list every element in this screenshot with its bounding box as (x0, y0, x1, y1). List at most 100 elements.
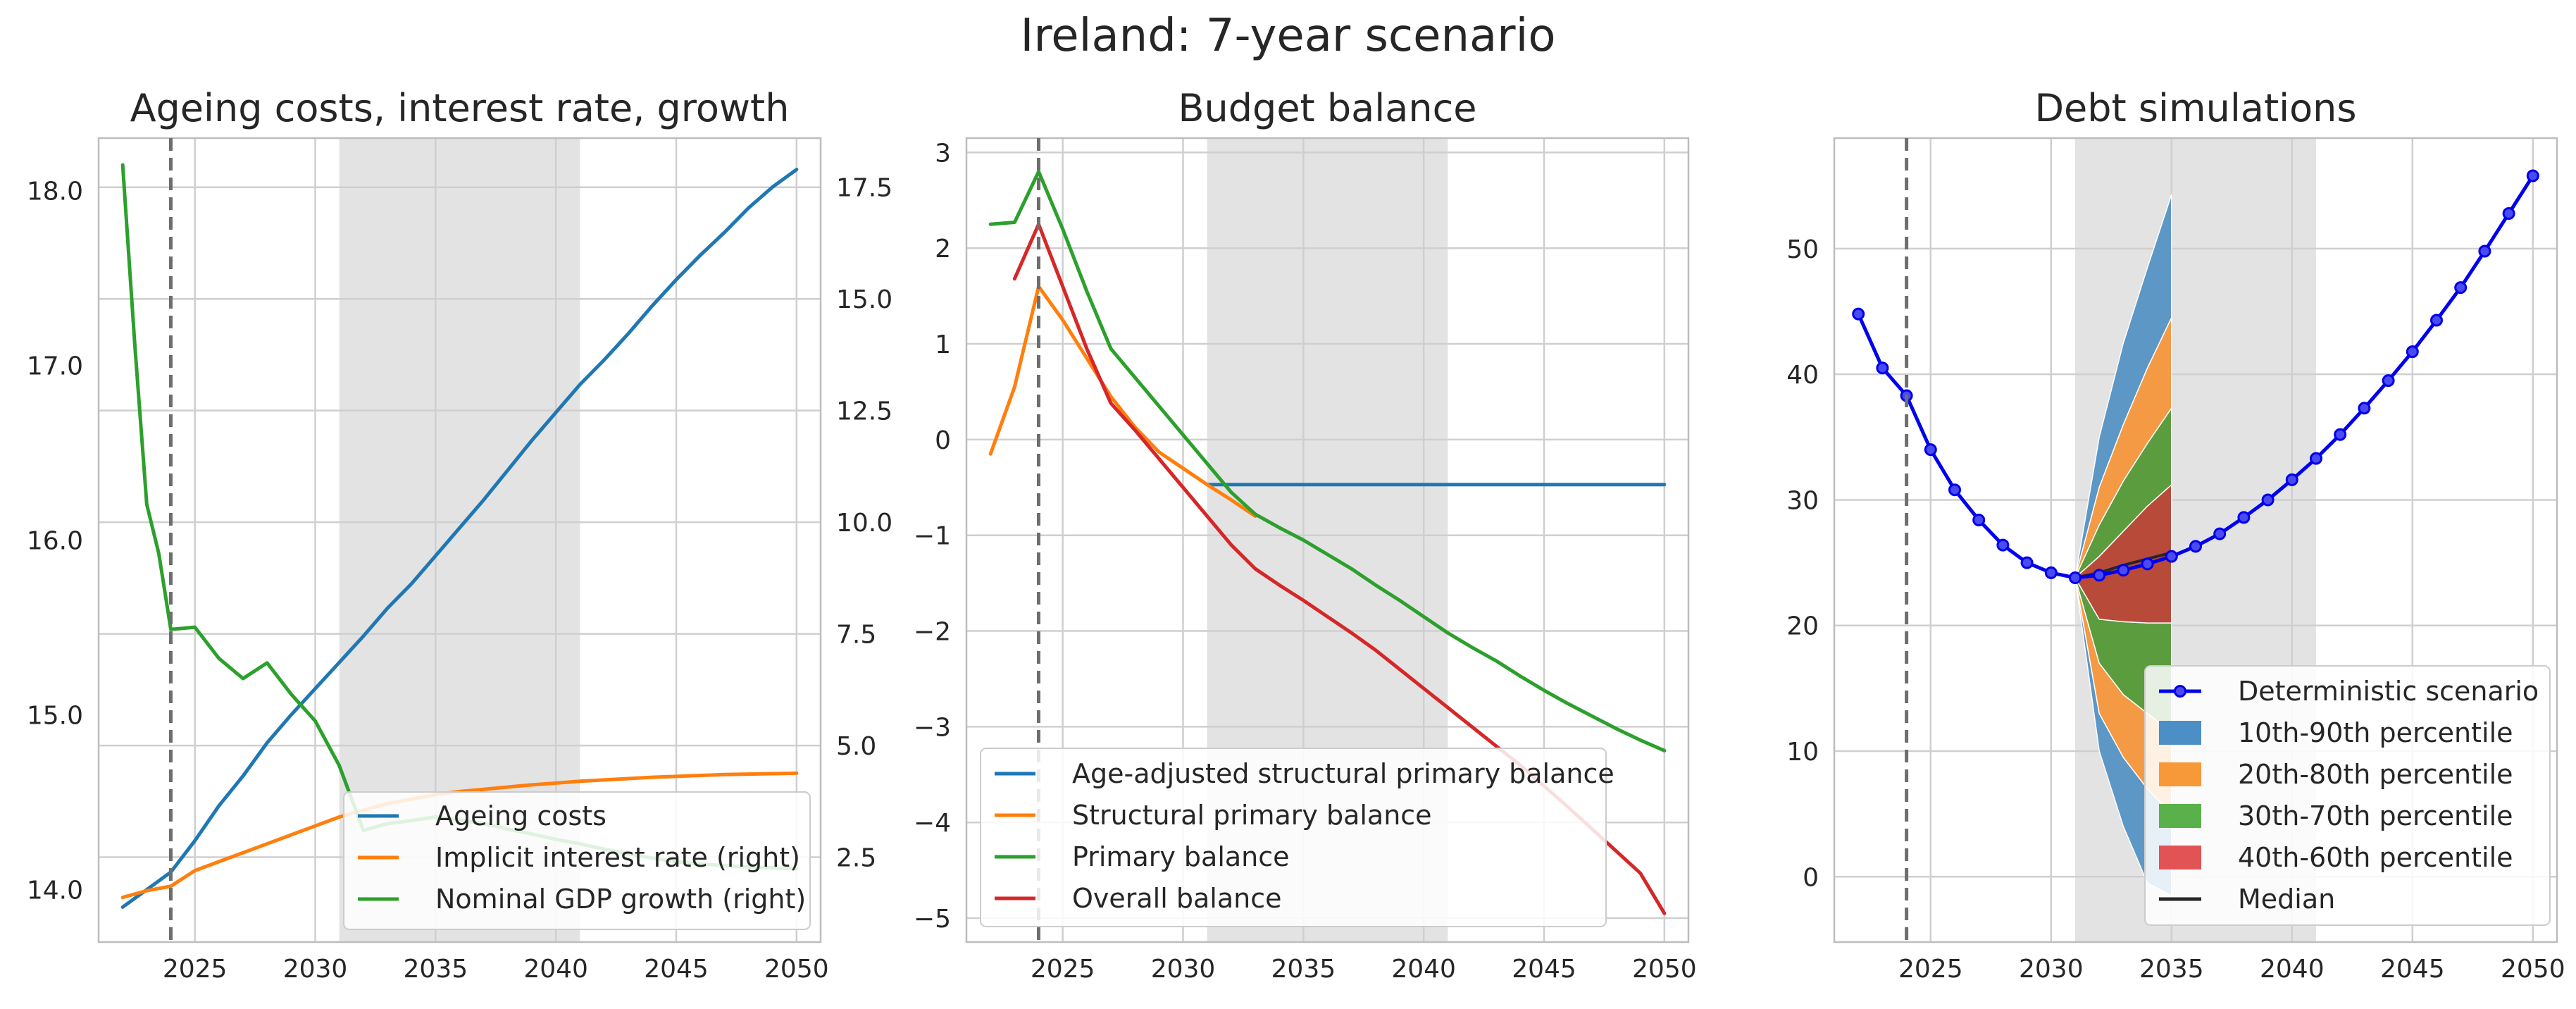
series-line (988, 285, 1257, 519)
data-point (2358, 402, 2371, 415)
legend-swatch (2159, 846, 2201, 869)
data-point (2141, 557, 2154, 571)
panel-ageing-costs: 2025 2030 2035 2040 2045 2050 14.0 15.0 16.0 17.0… (27, 86, 892, 984)
x-tick-label: 2045 (2380, 955, 2445, 984)
legend-marker (2174, 685, 2186, 698)
plot-frame (97, 137, 822, 943)
plot-frame (965, 137, 1690, 943)
x-tick-label: 2040 (2260, 955, 2325, 984)
legend-label: 10th-90th percentile (2238, 717, 2513, 748)
data-point (2261, 493, 2275, 507)
x-tick-label: 2025 (163, 955, 228, 984)
panel-title: Ageing costs, interest rate, growth (130, 86, 790, 130)
legend-box (343, 791, 811, 930)
legend-label: Nominal GDP growth (right) (435, 884, 806, 915)
x-tick-label: 2035 (2139, 955, 2204, 984)
x-tick-label: 2035 (404, 955, 468, 984)
x-tick-label: 2050 (1632, 955, 1697, 984)
series-line (988, 170, 1667, 753)
y-tick-label: 20 (1786, 612, 1819, 641)
x-tick-label: 2030 (1151, 955, 1216, 984)
y-tick-label: 2 (935, 235, 951, 264)
legend-label: Median (2238, 884, 2335, 915)
y-right-tick-label: 2.5 (836, 844, 876, 873)
legend-label: Overall balance (1072, 883, 1282, 914)
data-point (2069, 571, 2082, 584)
legend-swatch (2159, 804, 2201, 828)
x-tick-label: 2030 (283, 955, 348, 984)
legend-label: 40th-60th percentile (2238, 842, 2513, 873)
panel-title: Budget balance (1178, 86, 1477, 130)
data-point (2044, 566, 2058, 579)
x-tick-label: 2040 (523, 955, 588, 984)
y-right-tick-label: 10.0 (836, 509, 892, 538)
legend-label: Structural primary balance (1072, 800, 1432, 831)
legend-label: 30th-70th percentile (2238, 800, 2513, 831)
x-tick-label: 2050 (2501, 955, 2565, 984)
y-tick-label: 17.0 (27, 352, 83, 380)
plot-frame (1833, 137, 2558, 943)
y-tick-label: 30 (1786, 486, 1819, 515)
y-right-tick-label: 12.5 (836, 397, 892, 426)
data-point (2502, 206, 2515, 220)
y-right-tick-label: 15.0 (836, 285, 892, 314)
x-tick-label: 2035 (1271, 955, 1336, 984)
y-tick-label: 18.0 (27, 177, 83, 206)
y-tick-label: 50 (1786, 235, 1819, 264)
x-tick-label: 2040 (1391, 955, 1456, 984)
data-point (2478, 244, 2491, 258)
y-right-tick-label: 17.5 (836, 174, 892, 203)
legend-label: Ageing costs (435, 800, 606, 831)
data-point (2117, 564, 2130, 577)
figure-title: Ireland: 7-year scenario (1020, 10, 1556, 62)
legend-swatch (2159, 721, 2201, 745)
data-point (2454, 281, 2468, 295)
data-point (2189, 540, 2202, 553)
x-tick-label: 2025 (1031, 955, 1095, 984)
data-point (2093, 569, 2106, 582)
legend-label: Age-adjusted structural primary balance (1072, 758, 1614, 789)
data-point (2165, 550, 2178, 563)
data-point (1948, 483, 1961, 497)
x-tick-label: 2025 (1898, 955, 1963, 984)
y-tick-label: 0 (1803, 863, 1819, 892)
legend-box (2144, 665, 2551, 926)
data-point (2020, 556, 2034, 569)
y-tick-label: −3 (914, 713, 951, 742)
data-point (2406, 345, 2419, 359)
data-point (1876, 361, 1889, 375)
data-point (2382, 374, 2395, 388)
y-tick-label: 3 (935, 139, 951, 168)
y-tick-label: 15.0 (27, 702, 83, 731)
legend-box (980, 748, 1607, 927)
y-tick-label: 16.0 (27, 527, 83, 556)
y-tick-label: 1 (935, 330, 951, 359)
legend-label: 20th-80th percentile (2238, 759, 2513, 790)
data-point (1852, 307, 1865, 321)
legend-label: Implicit interest rate (right) (435, 842, 800, 873)
legend-swatch (2159, 762, 2201, 786)
y-tick-label: −2 (914, 618, 951, 647)
y-tick-label: −4 (914, 809, 951, 838)
data-point (2526, 169, 2539, 182)
data-point (1972, 513, 1986, 526)
data-point (1924, 443, 1937, 457)
x-tick-label: 2050 (764, 955, 829, 984)
y-tick-label: 10 (1786, 738, 1819, 767)
x-tick-label: 2045 (1512, 955, 1576, 984)
panel-debt-simulations: 2025 2030 2035 2040 2045 205001020304050Debt … (1786, 86, 2565, 984)
y-tick-label: 14.0 (27, 877, 83, 905)
data-point (1996, 538, 2010, 552)
legend-label: Deterministic scenario (2238, 676, 2539, 707)
y-tick-label: −5 (914, 905, 951, 934)
data-point (2213, 527, 2227, 540)
data-point (2334, 428, 2347, 441)
x-tick-label: 2030 (2019, 955, 2084, 984)
panel-title: Debt simulations (2034, 86, 2356, 130)
y-right-tick-label: 5.0 (836, 732, 876, 761)
y-tick-label: 40 (1786, 361, 1819, 390)
data-point (2310, 452, 2322, 465)
data-point (2237, 511, 2251, 524)
y-tick-label: 0 (935, 426, 951, 455)
